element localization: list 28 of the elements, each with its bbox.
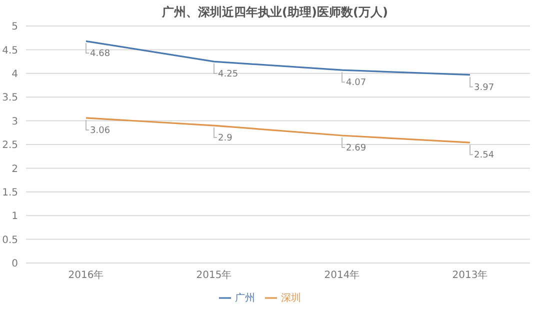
legend-label: 深圳 <box>281 293 301 304</box>
x-tick-label: 2016年 <box>68 269 104 282</box>
legend-label: 广州 <box>235 293 255 304</box>
y-tick-label: 3 <box>12 116 18 128</box>
y-tick-label: 2 <box>12 164 18 175</box>
data-label: 2.69 <box>346 143 366 154</box>
y-tick-label: 0.5 <box>2 234 18 246</box>
data-label: 4.68 <box>90 49 110 60</box>
line-series <box>85 117 471 144</box>
y-tick-label: 4.5 <box>2 45 18 56</box>
data-label: 4.25 <box>218 70 238 80</box>
y-tick-label: 5 <box>12 22 18 33</box>
x-tick-label: 2015年 <box>196 269 232 282</box>
x-tick-label: 2014年 <box>324 269 360 282</box>
y-tick-label: 0 <box>12 258 18 270</box>
data-label: 3.06 <box>90 126 110 136</box>
y-tick-label: 3.5 <box>2 92 18 104</box>
data-label: 4.07 <box>346 78 366 88</box>
x-tick-label: 2013年 <box>452 269 488 282</box>
y-tick-label: 2.5 <box>2 140 18 152</box>
chart-title: 广州、深圳近四年执业(助理)医师数(万人) <box>161 4 389 21</box>
y-tick-label: 4 <box>12 68 18 80</box>
data-label: 2.54 <box>474 150 494 161</box>
data-label: 2.9 <box>218 134 233 144</box>
line-series <box>85 40 471 76</box>
y-tick-label: 1.5 <box>2 187 18 198</box>
data-label: 3.97 <box>474 82 494 93</box>
y-tick-label: 1 <box>12 211 18 222</box>
